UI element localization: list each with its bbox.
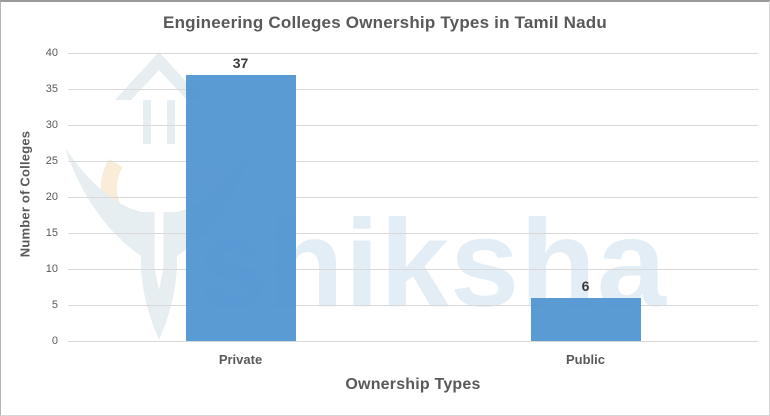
logo-arrow-inner-shape	[131, 70, 187, 144]
gridline	[68, 161, 758, 162]
value-label-private: 37	[232, 55, 249, 71]
value-label-public: 6	[581, 278, 590, 294]
plot-area: 37 6	[68, 53, 758, 342]
logo-nib-left-wing	[65, 148, 141, 256]
gridline	[68, 89, 758, 90]
bar-private	[185, 75, 296, 341]
category-label-private: Private	[218, 352, 263, 367]
chart-title: Engineering Colleges Ownership Types in …	[163, 13, 607, 32]
gridline	[68, 53, 758, 54]
logo-stem-shape	[154, 108, 164, 268]
y-tick-label: 40	[45, 47, 58, 59]
y-tick-label: 20	[45, 191, 58, 203]
logo-stem-tip-shape	[154, 268, 164, 290]
y-tick-label: 0	[51, 335, 58, 347]
y-tick-label: 35	[45, 83, 58, 95]
y-tick-label: 5	[51, 299, 58, 311]
y-tick-label: 30	[45, 119, 58, 131]
bar-public	[530, 298, 641, 341]
category-label-public: Public	[565, 352, 605, 367]
gridline	[68, 305, 758, 306]
x-axis-title: Ownership Types	[345, 376, 481, 393]
gridline	[68, 125, 758, 126]
gridline	[68, 233, 758, 234]
gridline	[68, 269, 758, 270]
y-tick-label: 15	[45, 227, 58, 239]
gridline	[68, 197, 758, 198]
y-tick-label: 25	[45, 155, 58, 167]
gridline	[68, 341, 758, 342]
y-tick-label: 10	[45, 263, 58, 275]
